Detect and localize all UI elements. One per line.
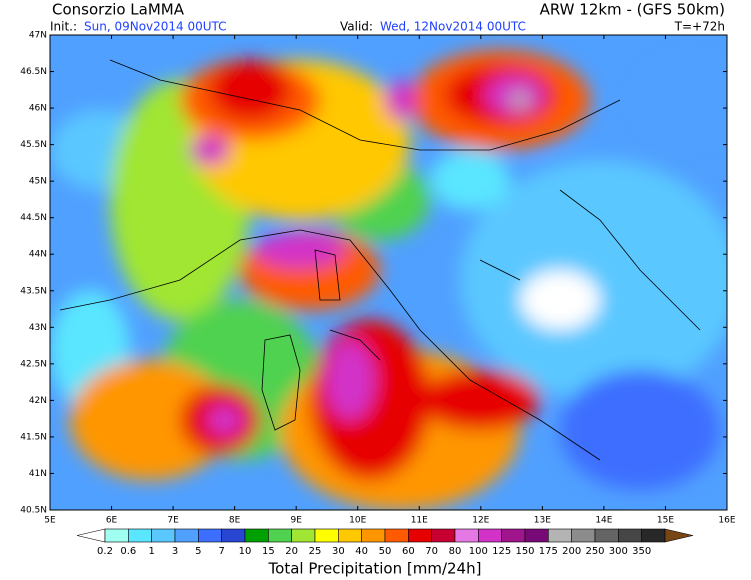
colorbar-box: [618, 528, 642, 543]
colorbar-box: [104, 528, 129, 543]
colorbar-label: 50: [379, 546, 392, 557]
colorbar-label: 80: [449, 546, 462, 557]
lon-label: 11E: [411, 516, 428, 526]
colorbar-label: 3: [172, 546, 178, 557]
colorbar-label: 100: [469, 546, 488, 557]
lat-label: 46.5N: [20, 67, 47, 77]
colorbar-box: [478, 528, 502, 543]
colorbar-label: 40: [355, 546, 368, 557]
colorbar-label: 70: [425, 546, 438, 557]
lat-label: 46N: [29, 104, 47, 114]
colorbar-box: [594, 528, 619, 543]
lon-label: 14E: [595, 516, 612, 526]
colorbar-label: 15: [262, 546, 275, 557]
colorbar-label: 175: [539, 546, 558, 557]
colorbar-box: [174, 528, 199, 543]
valid-label: Valid:: [340, 20, 373, 34]
colorbar-label: 7: [218, 546, 224, 557]
lat-label: 47N: [29, 31, 47, 41]
right-title: ARW 12km - (GFS 50km): [540, 1, 725, 19]
colorbar-box: [338, 528, 362, 543]
colorbar-label: 10: [239, 546, 252, 557]
colorbar-label: 125: [492, 546, 511, 557]
colorbar-box: [291, 528, 316, 543]
colorbar-box: [501, 528, 526, 543]
colorbar-box: [571, 528, 596, 543]
lon-label: 13E: [534, 516, 551, 526]
lon-label: 8E: [229, 516, 241, 526]
colorbar-box: [524, 528, 549, 543]
lat-label: 45N: [29, 177, 47, 187]
colorbar-label: 20: [285, 546, 298, 557]
init-value: Sun, 09Nov2014 00UTC: [84, 20, 227, 34]
colorbar-box: [314, 528, 339, 543]
colorbar-label: 25: [309, 546, 322, 557]
init-label: Init.:: [50, 20, 77, 34]
colorbar-arrow: [664, 528, 694, 543]
lon-label: 6E: [106, 516, 118, 526]
colorbar: 0.2 0.6 1 3 5 7 10 15 20 25 30 40 50 60 70 80 100 125 150 1…: [76, 528, 694, 557]
lon-label: 9E: [290, 516, 302, 526]
precip-field: [50, 35, 727, 510]
lat-label: 40.5N: [20, 506, 47, 516]
colorbar-box: [244, 528, 269, 543]
colorbar-box: [431, 528, 456, 543]
axes: 47N 46.5N 46N 45.5N 45N 44.5N 44N 43.5N 43N 42.5N…: [20, 31, 736, 526]
colorbar-label: 0.6: [120, 546, 136, 557]
lat-label: 44N: [29, 250, 47, 260]
forecast-step: T=+72h: [674, 20, 725, 34]
lon-label: 7E: [167, 516, 179, 526]
colorbar-box: [361, 528, 386, 543]
lat-label: 41N: [29, 469, 47, 479]
lon-label: 10E: [349, 516, 366, 526]
lat-label: 42N: [29, 396, 47, 406]
lat-label: 43N: [29, 323, 47, 333]
lat-label: 41.5N: [20, 432, 47, 442]
colorbar-label: 30: [332, 546, 345, 557]
colorbar-label: 1: [148, 546, 154, 557]
lat-label: 43.5N: [20, 286, 47, 296]
colorbar-label: 300: [609, 546, 628, 557]
lon-label: 15E: [657, 516, 674, 526]
colorbar-box: [151, 528, 176, 543]
lon-label: 12E: [472, 516, 489, 526]
colorbar-box: [641, 528, 666, 543]
lon-label: 16E: [718, 516, 735, 526]
lat-label: 44.5N: [20, 213, 47, 223]
colorbar-arrow: [76, 528, 106, 543]
colorbar-label: 250: [585, 546, 604, 557]
lat-label: 45.5N: [20, 140, 47, 150]
lon-label: 5E: [44, 516, 56, 526]
colorbar-box: [384, 528, 409, 543]
valid-value: Wed, 12Nov2014 00UTC: [380, 20, 526, 34]
colorbar-title: Total Precipitation [mm/24h]: [268, 560, 482, 578]
colorbar-box: [454, 528, 479, 543]
colorbar-box: [268, 528, 292, 543]
lat-label: 42.5N: [20, 359, 47, 369]
colorbar-box: [221, 528, 246, 543]
colorbar-label: 150: [515, 546, 534, 557]
colorbar-label: 200: [562, 546, 581, 557]
colorbar-label: 350: [632, 546, 651, 557]
left-title: Consorzio LaMMA: [52, 1, 185, 19]
colorbar-box: [408, 528, 432, 543]
colorbar-box: [548, 528, 572, 543]
colorbar-label: 5: [195, 546, 201, 557]
colorbar-label: 0.2: [97, 546, 113, 557]
colorbar-box: [198, 528, 222, 543]
colorbar-box: [128, 528, 152, 543]
colorbar-label: 60: [402, 546, 415, 557]
